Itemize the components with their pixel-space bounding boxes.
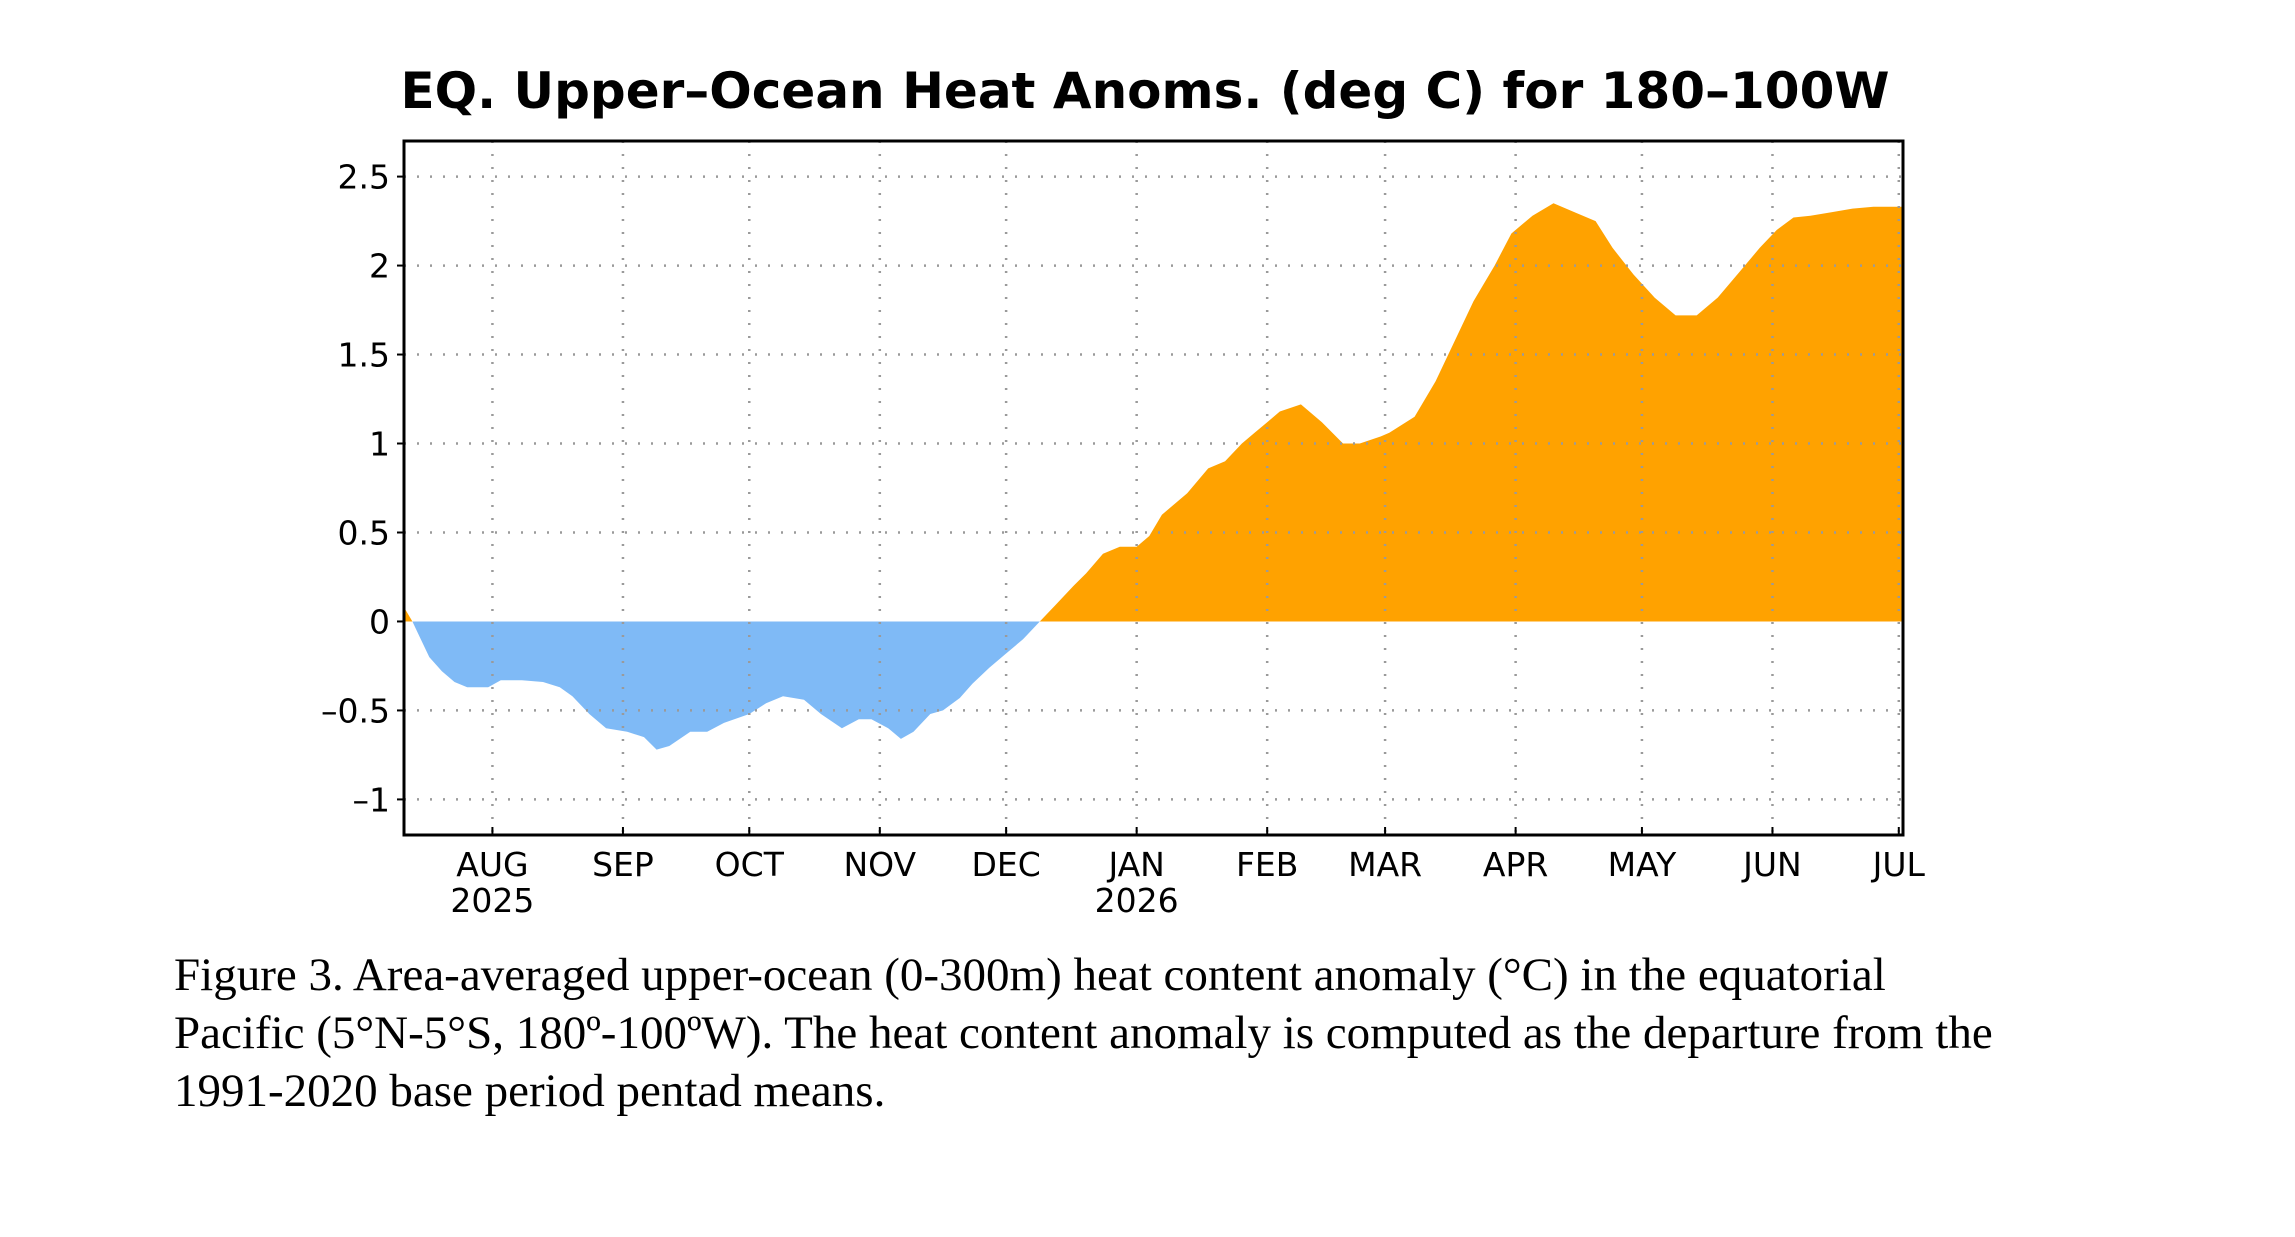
x-tick-label: DEC (971, 845, 1040, 884)
y-tick-label: 0 (369, 602, 390, 641)
y-tick-label: 2.5 (338, 158, 390, 197)
y-tick-label: 2 (369, 247, 390, 286)
positive-anomaly-area (404, 203, 1903, 622)
chart-title: EQ. Upper–Ocean Heat Anoms. (deg C) for … (400, 62, 1889, 120)
y-tick-label: 1.5 (338, 336, 390, 375)
caption-line-2: Pacific (5°N-5°S, 180º-100ºW). The heat … (174, 1007, 1993, 1059)
grid-lines (404, 141, 1903, 835)
x-tick-label: NOV (843, 845, 916, 884)
x-year-label: 2026 (1095, 881, 1179, 920)
x-tick-label: OCT (715, 845, 785, 884)
plot-area (404, 203, 1903, 750)
x-year-label: 2025 (450, 881, 534, 920)
caption-line-3: 1991-2020 base period pentad means. (174, 1065, 886, 1117)
x-tick-label: JAN (1106, 845, 1164, 884)
x-tick-label: AUG (456, 845, 528, 884)
x-tick-label: SEP (592, 845, 654, 884)
y-tick-label: –1 (353, 780, 391, 819)
y-tick-label: 1 (369, 425, 390, 464)
plot-frame (402, 139, 1905, 837)
y-tick-label: 0.5 (338, 513, 390, 552)
x-tick-label: APR (1483, 845, 1548, 884)
x-tick-label: JUL (1871, 845, 1926, 884)
x-tick-label: JUN (1741, 845, 1802, 884)
negative-anomaly-area (404, 621, 1903, 750)
x-tick-label: MAR (1348, 845, 1422, 884)
y-tick-label: –0.5 (321, 691, 390, 730)
x-tick-label: FEB (1236, 845, 1298, 884)
x-tick-label: MAY (1608, 845, 1677, 884)
figure-caption: Figure 3. Area-averaged upper-ocean (0-3… (174, 946, 2184, 1120)
caption-line-1: Figure 3. Area-averaged upper-ocean (0-3… (174, 949, 1886, 1001)
